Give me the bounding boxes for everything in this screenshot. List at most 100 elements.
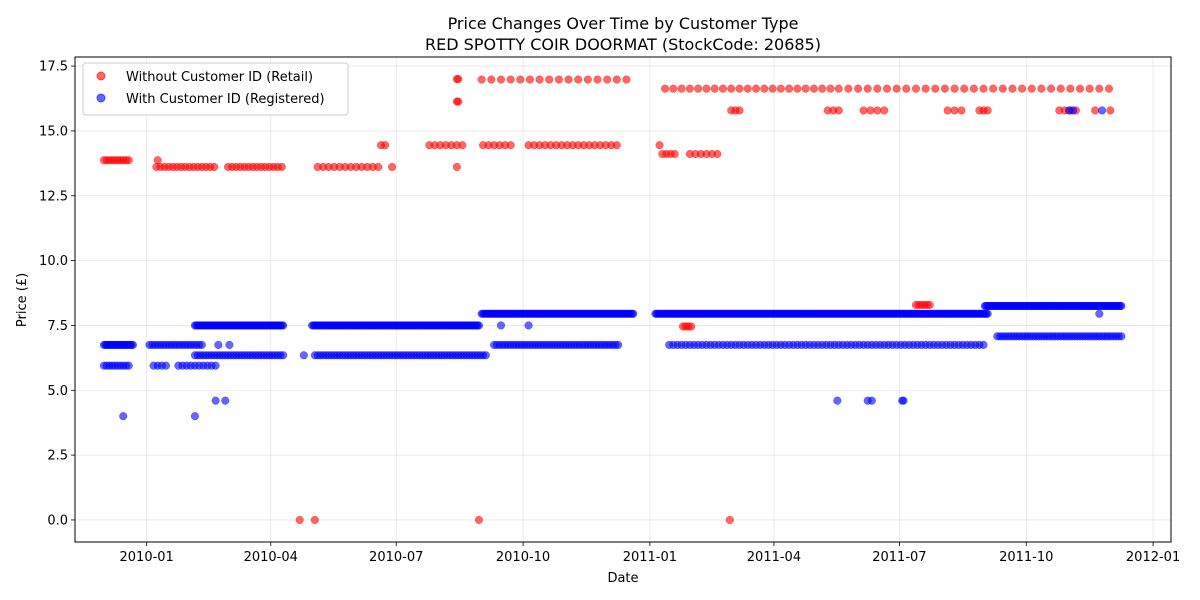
data-point [863,84,872,93]
data-point [622,75,631,84]
data-point [506,141,515,150]
data-point [702,84,711,93]
data-point [735,84,744,93]
data-point [751,84,761,93]
data-point [388,162,397,172]
data-point [603,75,612,84]
data-point [574,75,583,84]
data-point [867,396,876,405]
data-point [381,141,390,150]
data-point [310,515,319,525]
data-point [882,84,892,93]
data-point [525,75,534,84]
data-point [124,361,133,370]
y-tick-label: 10.0 [39,254,68,269]
x-tick-label: 2011-01 [623,550,677,565]
data-point [545,75,554,84]
data-point [661,84,670,93]
data-point [161,361,171,370]
data-point [921,84,930,93]
data-point [474,515,483,525]
data-point [809,84,818,93]
data-point [834,106,843,115]
data-point [1075,84,1085,93]
data-point [998,84,1007,93]
data-point [760,84,769,93]
x-tick-label: 2012-01 [1126,550,1180,565]
data-point [768,84,777,93]
data-point [979,340,988,349]
y-tick-label: 0.0 [47,513,68,528]
data-point [295,515,304,525]
data-point [670,149,679,159]
x-tick-label: 2010-04 [244,550,298,565]
data-point [931,84,940,93]
data-point [1098,106,1107,115]
data-point [899,396,908,405]
chart-title: Price Changes Over Time by Customer Type [448,14,799,33]
data-point [834,84,843,93]
data-point [452,162,461,172]
data-point [474,321,483,330]
data-point [655,141,664,150]
data-point [1106,106,1115,115]
y-axis-label: Price (£) [15,273,30,327]
x-tick-label: 2011-04 [747,550,801,565]
data-point [1066,84,1075,93]
data-point [374,162,383,172]
data-point [554,75,563,84]
legend: Without Customer ID (Retail) With Custom… [82,62,349,116]
data-point [873,106,882,115]
data-point [221,396,230,405]
data-point [128,340,137,349]
data-point [593,75,602,84]
data-point [454,75,463,84]
data-point [989,84,998,93]
data-point [911,84,921,93]
data-point [487,75,496,84]
data-point [735,106,744,115]
data-points [99,75,1126,525]
data-point [477,75,486,84]
data-point [677,84,686,93]
data-point [1027,84,1036,93]
data-point [225,340,234,349]
data-point [892,84,901,93]
legend-label-registered: With Customer ID (Registered) [126,92,325,107]
data-point [950,84,959,93]
data-point [210,162,219,172]
data-point [969,84,978,93]
data-point [776,84,785,93]
data-point [801,84,810,93]
data-point [1104,84,1114,93]
data-point [859,106,868,115]
legend-marker-registered [96,93,106,103]
x-axis-label: Date [607,571,638,586]
data-point [710,84,719,93]
x-tick-label: 2010-07 [369,550,423,565]
data-point [564,75,573,84]
data-point [197,340,206,349]
x-tick-label: 2010-01 [120,550,174,565]
x-tick-label: 2011-07 [872,550,926,565]
data-point [1085,84,1094,93]
series-registered [99,106,1126,421]
data-point [279,321,288,330]
data-point [725,515,734,525]
data-point [1095,84,1104,93]
data-point [1117,301,1126,311]
data-point [214,340,223,349]
data-point [629,309,638,318]
data-point [1069,106,1078,115]
data-point [727,84,736,93]
data-point [793,84,802,93]
data-point [516,75,525,84]
y-tick-label: 12.5 [39,189,68,204]
data-point [943,106,952,115]
data-point [687,322,696,331]
data-point [124,156,133,165]
data-point [694,84,703,93]
legend-marker-retail [96,71,106,81]
data-point [833,396,842,405]
